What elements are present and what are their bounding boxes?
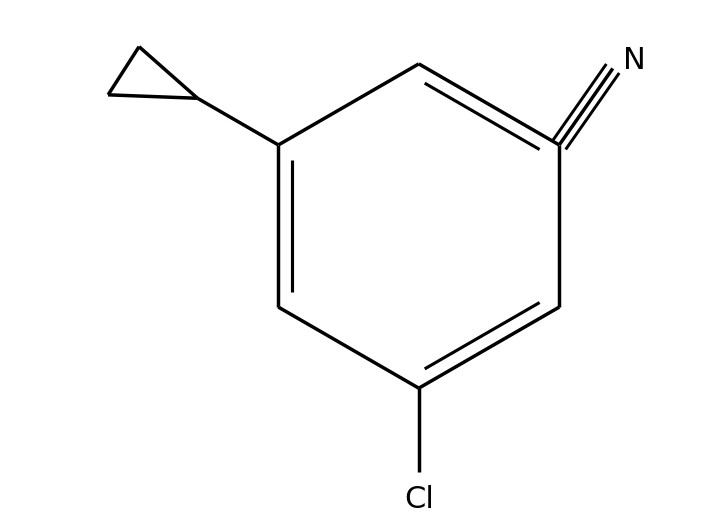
- Text: N: N: [623, 46, 645, 75]
- Text: Cl: Cl: [404, 486, 434, 514]
